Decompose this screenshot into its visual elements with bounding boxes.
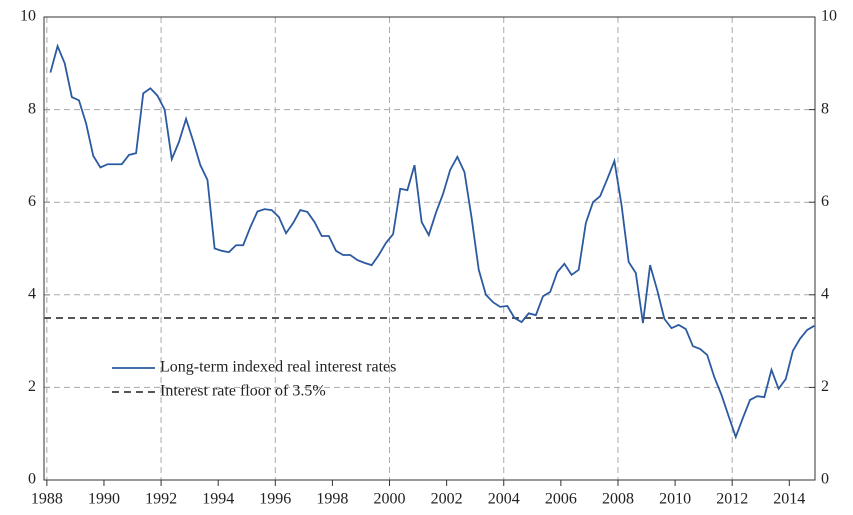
y2-tick-label: 4 [821,285,829,302]
y-tick-label: 10 [20,8,36,25]
x-tick-label: 2000 [374,491,406,508]
x-tick-label: 2014 [773,491,805,508]
y2-tick-label: 6 [821,193,829,210]
data-line [49,43,815,440]
y2-tick-label: 0 [821,471,829,488]
x-tick-label: 1994 [202,491,234,508]
x-tick-label: 2002 [431,491,463,508]
x-tick-label: 1992 [145,491,177,508]
legend-label: Interest rate floor of 3.5% [160,383,326,400]
x-tick-label: 1990 [88,491,120,508]
y2-tick-label: 2 [821,378,829,395]
x-tick-label: 1988 [31,491,63,508]
y-tick-label: 0 [28,471,36,488]
x-tick-label: 2008 [602,491,634,508]
y-tick-label: 8 [28,100,36,117]
y-tick-label: 4 [28,285,36,302]
x-tick-label: 2004 [488,491,520,508]
y2-tick-label: 10 [821,8,837,25]
x-tick-label: 2012 [716,491,748,508]
x-tick-label: 1996 [259,491,291,508]
y-tick-label: 2 [28,378,36,395]
plot-frame [43,16,816,481]
y2-tick-label: 8 [821,100,829,117]
x-tick-label: 2006 [545,491,577,508]
x-tick-label: 2010 [659,491,691,508]
x-tick-label: 1998 [316,491,348,508]
legend-label: Long-term indexed real interest rates [160,359,396,376]
y-tick-label: 6 [28,193,36,210]
